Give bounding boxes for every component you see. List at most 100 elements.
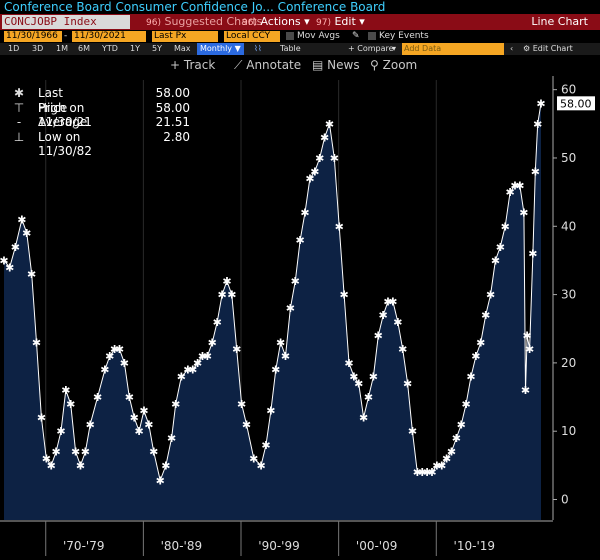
period-3d[interactable]: 3D	[32, 44, 44, 53]
frequency-select[interactable]: Monthly ▼	[197, 43, 244, 55]
price-field-select[interactable]: Last Px	[152, 31, 218, 42]
data-point: ✱	[300, 207, 309, 220]
data-point: ✱	[403, 377, 412, 390]
legend-label: Last Price	[38, 86, 68, 115]
legend-value: 2.80	[163, 129, 190, 144]
data-point: ✱	[203, 350, 212, 363]
start-date-field[interactable]: 11/30/1966	[4, 31, 62, 42]
data-point: ✱	[471, 350, 480, 363]
data-point: ✱	[457, 418, 466, 431]
suggested-charts-label: Suggested Charts	[164, 15, 263, 28]
data-point: ✱	[374, 330, 383, 343]
data-point: ✱	[105, 350, 114, 363]
mov-avgs-label: Mov Avgs	[297, 31, 340, 41]
annotate-button[interactable]: ⟋ Annotate	[234, 58, 301, 73]
edit-chart-button[interactable]: ⚙ Edit Chart	[523, 43, 573, 55]
low-marker-icon: ⊥	[13, 129, 25, 144]
y-tick-label: 0	[561, 493, 569, 507]
x-axis-ticks: '70-'79 '80-'89 '90-'99 '00-'09 '10-'19	[45, 521, 495, 556]
data-point: ✱	[42, 453, 51, 466]
data-point: ✱	[213, 316, 222, 329]
pencil-icon[interactable]: ✎	[352, 31, 360, 41]
news-button[interactable]: ▤ News	[312, 58, 360, 73]
add-data-input[interactable]: Add Data	[402, 43, 504, 55]
period-1y[interactable]: 1Y	[130, 44, 140, 53]
data-point: ✱	[519, 207, 528, 220]
edit-label: Edit	[334, 15, 356, 28]
data-point: ✱	[193, 357, 202, 370]
data-point: ✱	[315, 152, 324, 165]
period-1d[interactable]: 1D	[8, 44, 20, 53]
series-line	[3, 103, 542, 483]
y-tick-label: 10	[561, 424, 576, 438]
data-point: ✱	[242, 418, 251, 431]
period-1m[interactable]: 1M	[56, 44, 68, 53]
period-5y[interactable]: 5Y	[152, 44, 162, 53]
data-point: ✱	[379, 309, 388, 322]
frequency-label: Monthly	[200, 44, 233, 53]
ticker-field[interactable]: CONCJOBP Index	[2, 15, 130, 29]
data-point: ✱	[161, 459, 170, 472]
data-point: ✱	[525, 343, 534, 356]
data-point: ✱	[134, 425, 143, 438]
y-tick-label: 40	[561, 219, 576, 233]
suggested-charts-button[interactable]: 96) Suggested Charts	[146, 15, 262, 29]
chart-type-label[interactable]: Line Chart	[531, 15, 588, 28]
date-separator: -	[64, 31, 68, 41]
period-6m[interactable]: 6M	[78, 44, 90, 53]
data-point: ✱	[320, 131, 329, 144]
chevron-down-icon[interactable]: ▾	[392, 44, 397, 53]
data-point: ✱	[261, 439, 270, 452]
track-button[interactable]: + Track	[170, 58, 215, 73]
average-line-icon: -	[16, 115, 22, 129]
period-max[interactable]: Max	[174, 44, 191, 53]
data-point: ✱	[325, 118, 334, 131]
data-point: ✱	[447, 446, 456, 459]
data-point: ✱	[344, 357, 353, 370]
key-events-checkbox[interactable]	[368, 32, 376, 40]
y-tick-label: 50	[561, 151, 576, 165]
edit-button[interactable]: 97) Edit ▾	[316, 15, 365, 29]
data-point: ✱	[81, 446, 90, 459]
data-point: ✱	[271, 364, 280, 377]
track-label: Track	[183, 58, 216, 72]
period-ytd[interactable]: YTD	[102, 44, 118, 53]
data-point: ✱	[171, 398, 180, 411]
data-point: ✱	[61, 384, 70, 397]
series-area	[4, 103, 541, 521]
end-date-field[interactable]: 11/30/2021	[72, 31, 146, 42]
news-label: News	[327, 58, 360, 72]
chart-style-icon[interactable]: ⌇⌇	[254, 44, 262, 53]
data-point: ✱	[110, 343, 119, 356]
edit-number: 97)	[316, 18, 331, 28]
currency-select[interactable]: Local CCY	[224, 31, 280, 42]
data-point: ✱	[286, 302, 295, 315]
chart-tools: + Track ⟋ Annotate ▤ News ⚲ Zoom	[0, 55, 600, 76]
data-point: ✱	[427, 466, 436, 479]
data-point: ✱	[398, 343, 407, 356]
data-point: ✱	[330, 152, 339, 165]
data-point: ✱	[281, 350, 290, 363]
data-point: ✱	[256, 459, 265, 472]
data-point: ✱	[237, 398, 246, 411]
collapse-icon[interactable]: ‹	[510, 44, 514, 53]
table-button[interactable]: Table	[280, 44, 301, 53]
line-draw-icon: ⟋	[234, 58, 243, 72]
actions-label: Actions	[260, 15, 301, 28]
data-point: ✱	[515, 179, 524, 192]
high-marker-icon: ⊤	[13, 100, 25, 115]
actions-button[interactable]: 96) Actions ▾	[242, 15, 310, 29]
chevron-down-icon: ▾	[359, 15, 365, 28]
y-tick-label: 60	[561, 83, 576, 97]
data-point: ✱	[476, 336, 485, 349]
date-toolbar: 11/30/1966 - 11/30/2021 Last Px Local CC…	[0, 30, 600, 43]
plus-icon: +	[170, 58, 181, 72]
compare-button[interactable]: + Compare	[348, 44, 394, 53]
x-tick-label: '10-'19	[454, 539, 495, 553]
data-point: ✱	[183, 364, 192, 377]
zoom-button[interactable]: ⚲ Zoom	[370, 58, 417, 73]
last-value-badge-bg	[557, 96, 595, 111]
data-point: ✱	[505, 186, 514, 199]
mov-avgs-checkbox[interactable]	[286, 32, 294, 40]
